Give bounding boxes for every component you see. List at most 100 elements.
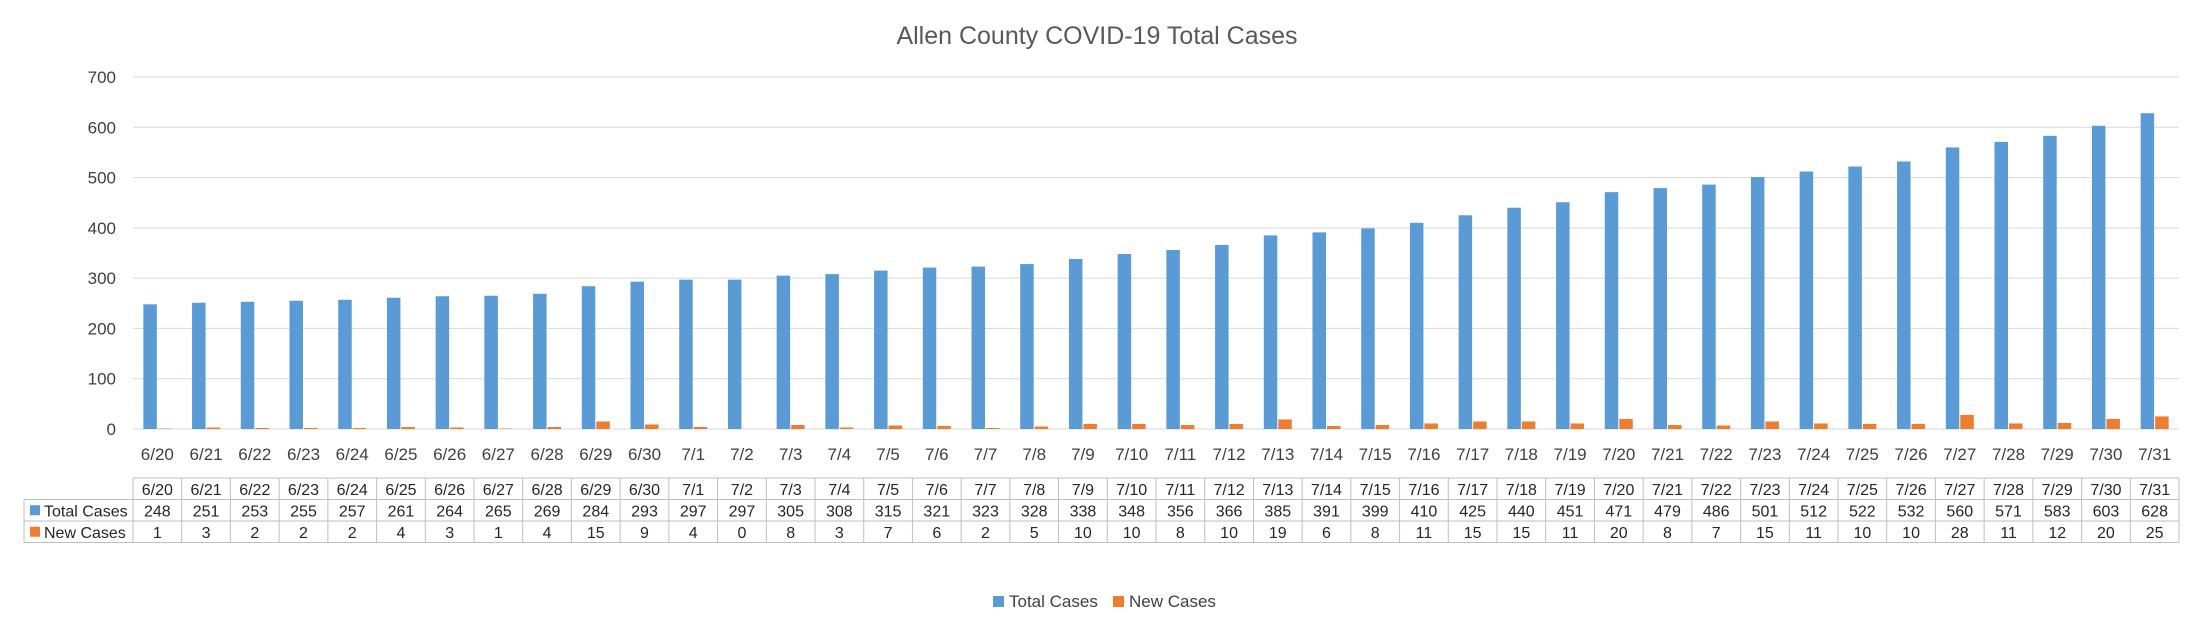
table-cell-new-cases: 6 [932,525,941,542]
bar-total-cases [192,302,206,429]
table-cell-total-cases: 257 [339,503,366,520]
y-tick-label: 700 [88,68,116,87]
table-cell-new-cases: 8 [786,525,795,542]
table-cell-new-cases: 10 [1074,525,1092,542]
x-tick-label: 7/4 [828,445,852,464]
table-header-cell: 6/24 [337,482,368,499]
table-header-cell: 6/28 [532,482,563,499]
bar-total-cases [435,296,450,429]
table-cell-total-cases: 269 [534,503,561,520]
bar-total-cases [1215,244,1229,429]
table-cell-new-cases: 10 [1902,525,1920,542]
table-cell-new-cases: 7 [1712,525,1721,542]
bar-total-cases [1945,147,1960,429]
table-cell-total-cases: 305 [777,503,804,520]
bar-new-cases [791,424,805,429]
y-tick-label: 100 [88,370,116,389]
table-cell-total-cases: 583 [2044,503,2071,520]
x-tick-label: 6/27 [482,445,515,464]
table-cell-new-cases: 15 [1512,525,1530,542]
bar-new-cases [1327,425,1341,429]
table-header-cell: 7/22 [1701,482,1732,499]
table-cell-total-cases: 486 [1703,503,1730,520]
table-header-cell: 6/21 [191,482,222,499]
table-series-label: New Cases [44,525,126,542]
table-cell-new-cases: 8 [1663,525,1672,542]
y-tick-label: 400 [88,219,116,238]
y-tick-label: 300 [88,269,116,288]
bar-total-cases [1897,161,1911,430]
x-tick-label: 7/21 [1651,445,1684,464]
table-cell-new-cases: 2 [348,525,357,542]
x-tick-label: 7/30 [2089,445,2122,464]
table-header-cell: 6/22 [239,482,270,499]
table-cell-total-cases: 522 [1849,503,1876,520]
table-cell-new-cases: 4 [689,525,698,542]
bar-new-cases [1765,421,1779,429]
x-axis: 6/20 6/21 6/22 6/23 6/24 6/25 6/26 6/27 6/28 6/29… [141,445,2171,464]
table-cell-total-cases: 264 [436,503,463,520]
table-cell-new-cases: 11 [1562,525,1579,542]
bar-new-cases [498,428,513,429]
table-cell-total-cases: 253 [241,503,268,520]
x-tick-label: 7/18 [1505,445,1538,464]
x-tick-label: 7/23 [1748,445,1781,464]
table-cell-new-cases: 2 [981,525,990,542]
table-header-cell: 7/12 [1214,482,1245,499]
table-cell-new-cases: 15 [587,525,605,542]
table-cell-new-cases: 11 [1805,525,1822,542]
bar-new-cases [1521,421,1536,429]
table-header-cell: 7/6 [926,482,948,499]
bar-total-cases [143,304,157,429]
table-cell-new-cases: 5 [1030,525,1039,542]
table-cell-new-cases: 1 [494,525,503,542]
x-tick-label: 6/30 [628,445,661,464]
bar-total-cases [825,274,839,429]
bar-new-cases [2106,418,2120,429]
table-header-cell: 7/29 [2042,482,2073,499]
table-cell-total-cases: 321 [923,503,950,520]
bar-new-cases [2057,422,2072,429]
table-cell-new-cases: 20 [2097,525,2115,542]
bar-total-cases [1702,184,1716,429]
x-tick-label: 7/2 [730,445,754,464]
data-table: 6/20 6/21 6/22 6/23 6/24 6/25 6/26 6/27 6/28 6/29… [23,477,2180,543]
table-header-cell: 6/23 [288,482,319,499]
table-cell-total-cases: 451 [1557,503,1584,520]
bar-new-cases [304,427,318,429]
table-series-key [30,526,40,537]
table-header-cell: 7/14 [1311,482,1342,499]
bars [143,113,2169,430]
x-tick-label: 6/25 [384,445,417,464]
bar-total-cases [2043,135,2057,429]
bar-new-cases [1862,423,1877,429]
table-cell-total-cases: 512 [1800,503,1827,520]
table-header-cell: 7/3 [780,482,802,499]
bar-new-cases [1716,425,1731,429]
bar-new-cases [157,428,172,429]
table-cell-new-cases: 7 [884,525,893,542]
table-header-cell: 6/30 [629,482,660,499]
table-header-cell: 7/17 [1457,482,1488,499]
x-tick-label: 7/26 [1895,445,1928,464]
bar-new-cases [1278,419,1292,429]
bar-new-cases [1668,424,1682,429]
x-tick-label: 7/14 [1310,445,1343,464]
table-header-cell: 7/31 [2139,482,2170,499]
x-tick-label: 6/23 [287,445,320,464]
y-tick-label: 500 [88,169,116,188]
table-header-cell: 7/27 [1944,482,1975,499]
bar-new-cases [1375,424,1390,429]
x-tick-label: 7/29 [2041,445,2074,464]
table-cell-new-cases: 8 [1371,525,1380,542]
bar-new-cases [352,427,367,429]
table-header-cell: 7/23 [1749,482,1780,499]
table-cell-new-cases: 2 [299,525,308,542]
x-tick-label: 7/8 [1022,445,1046,464]
table-cell-new-cases: 11 [2000,525,2017,542]
bar-new-cases [1619,418,1633,429]
table-header-cell: 7/13 [1262,482,1293,499]
x-tick-label: 7/31 [2138,445,2171,464]
y-axis: 0 100 200 300 400 500 600 700 [88,68,116,439]
